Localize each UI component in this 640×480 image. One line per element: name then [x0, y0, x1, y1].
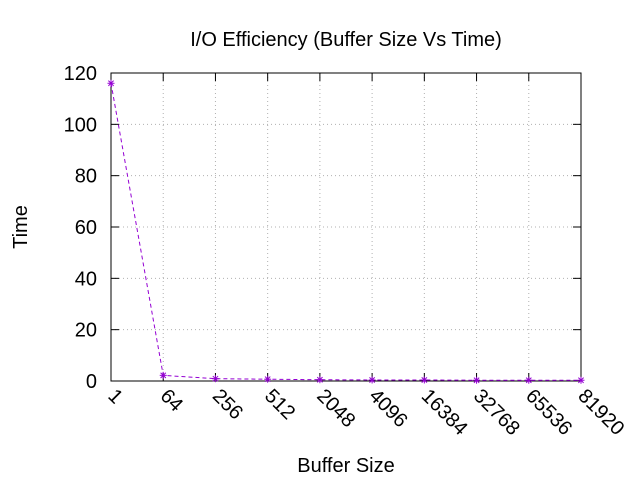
data-point — [473, 376, 481, 384]
x-tick-label: 81920 — [573, 385, 628, 440]
data-point — [368, 376, 376, 384]
x-tick-label: 32768 — [469, 385, 524, 440]
data-point — [159, 371, 167, 379]
grid-lines — [111, 73, 581, 381]
x-tick-label: 2048 — [312, 385, 359, 432]
y-tick-label: 40 — [75, 268, 97, 290]
y-axis-label: Time — [10, 205, 32, 249]
x-tick-label: 512 — [260, 385, 299, 424]
data-point — [264, 375, 272, 383]
x-tick-label: 1 — [103, 385, 126, 408]
data-point — [211, 375, 219, 383]
x-axis-label: Buffer Size — [297, 455, 394, 477]
data-point — [316, 376, 324, 384]
data-point — [107, 79, 115, 87]
x-tick-label: 4096 — [365, 385, 412, 432]
y-tick-label: 20 — [75, 320, 97, 342]
data-point — [420, 376, 428, 384]
x-tick-label: 65536 — [521, 385, 576, 440]
series-time — [107, 79, 585, 384]
y-tick-label: 0 — [86, 371, 97, 393]
x-tick-label: 64 — [156, 385, 187, 416]
x-tick-label: 16384 — [417, 385, 472, 440]
series-line — [110, 83, 581, 381]
chart-title: I/O Efficiency (Buffer Size Vs Time) — [190, 29, 502, 51]
x-tick-label: 256 — [208, 385, 247, 424]
y-tick-label: 100 — [64, 114, 97, 136]
plot-area-border — [110, 72, 582, 382]
y-tick-label: 120 — [64, 63, 97, 85]
y-tick-label: 80 — [75, 166, 97, 188]
data-point — [525, 376, 533, 384]
data-point — [577, 376, 585, 384]
y-tick-label: 60 — [75, 217, 97, 239]
y-axis: 0 20 40 60 80 100 120 — [64, 63, 581, 393]
